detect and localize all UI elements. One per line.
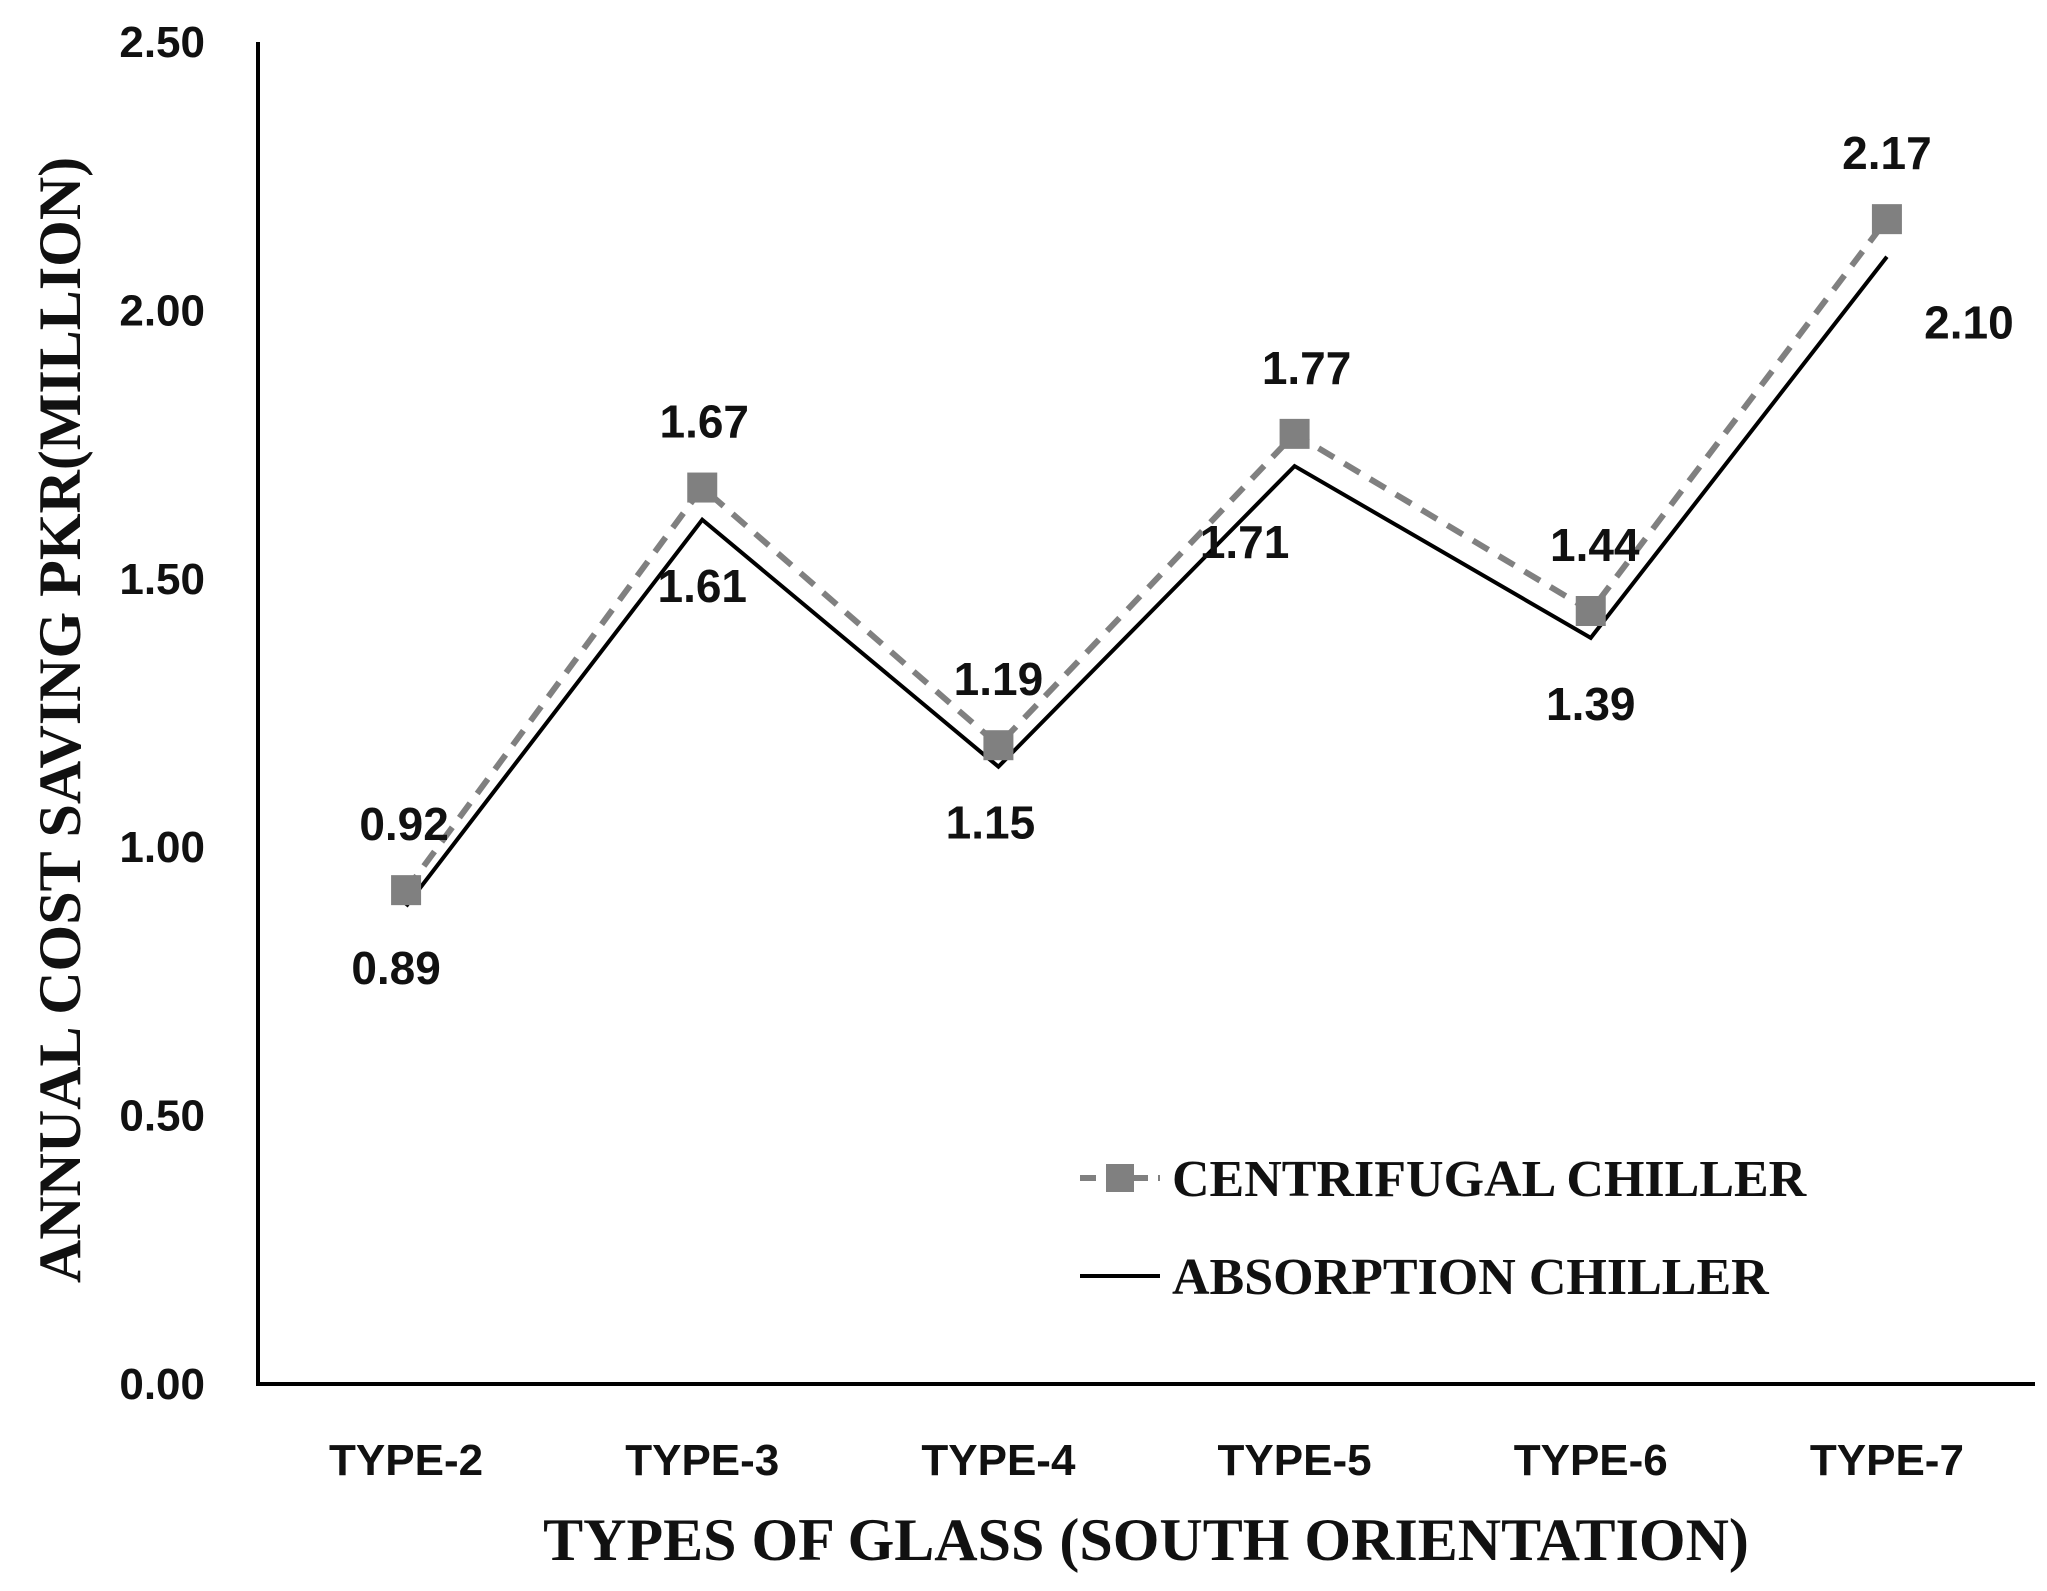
x-axis-title: TYPES OF GLASS (SOUTH ORIENTATION): [543, 1507, 1749, 1573]
data-point-centrifugal: [1575, 596, 1606, 627]
legend-item-absorption: ABSORPTION CHILLER: [1080, 1249, 1770, 1306]
data-label-centrifugal: 1.44: [1550, 519, 1640, 571]
legend: CENTRIFUGAL CHILLER ABSORPTION CHILLER: [1080, 1151, 1808, 1306]
data-label-absorption: 2.10: [1924, 297, 2014, 349]
series-line-centrifugal: [403, 217, 1890, 892]
y-tick-label: 1.00: [119, 823, 205, 872]
data-point-centrifugal: [1871, 204, 1902, 235]
y-tick-label: 2.50: [119, 18, 205, 67]
data-label-centrifugal: 1.67: [659, 396, 749, 448]
y-tick-label: 1.50: [119, 555, 205, 604]
data-point-centrifugal: [687, 472, 718, 503]
y-tick-label: 0.50: [119, 1092, 205, 1141]
x-tick-labels: TYPE-2 TYPE-3 TYPE-4 TYPE-5 TYPE-6 TYPE-7: [329, 1436, 1964, 1485]
x-tick-label: TYPE-3: [625, 1436, 779, 1485]
x-tick-label: TYPE-7: [1810, 1436, 1964, 1485]
series-line-absorption: [404, 255, 1889, 908]
y-tick-label: 2.00: [119, 286, 205, 335]
data-label-centrifugal: 0.92: [359, 798, 449, 850]
data-label-absorption: 1.71: [1200, 516, 1290, 568]
legend-label-absorption: ABSORPTION CHILLER: [1172, 1249, 1770, 1306]
legend-marker-square-icon: [1106, 1164, 1134, 1192]
data-labels: 0.92 1.67 1.19 1.77 1.44 2.17 0.89 1.61 1.15 1.71…: [351, 127, 2013, 994]
data-point-centrifugal: [983, 730, 1014, 761]
data-label-centrifugal: 1.77: [1262, 342, 1352, 394]
x-tick-label: TYPE-6: [1514, 1436, 1668, 1485]
data-label-absorption: 1.61: [657, 560, 747, 612]
x-tick-label: TYPE-2: [329, 1436, 483, 1485]
x-tick-label: TYPE-5: [1218, 1436, 1372, 1485]
data-label-absorption: 1.15: [946, 797, 1036, 849]
data-point-centrifugal: [1279, 418, 1310, 449]
y-tick-labels: 0.00 0.50 1.00 1.50 2.00 2.50: [119, 18, 205, 1409]
legend-label-centrifugal: CENTRIFUGAL CHILLER: [1172, 1151, 1808, 1208]
data-label-absorption: 0.89: [351, 942, 441, 994]
data-label-centrifugal: 2.17: [1842, 127, 1932, 179]
series-layer: [391, 204, 1902, 908]
x-tick-label: TYPE-4: [921, 1436, 1076, 1485]
data-label-absorption: 1.39: [1546, 678, 1636, 730]
data-label-centrifugal: 1.19: [954, 653, 1044, 705]
data-point-centrifugal: [391, 875, 422, 906]
y-axis-title: ANNUAL COST SAVING PKR(MILLION): [27, 157, 93, 1283]
legend-item-centrifugal: CENTRIFUGAL CHILLER: [1080, 1151, 1808, 1208]
y-tick-label: 0.00: [119, 1360, 205, 1409]
